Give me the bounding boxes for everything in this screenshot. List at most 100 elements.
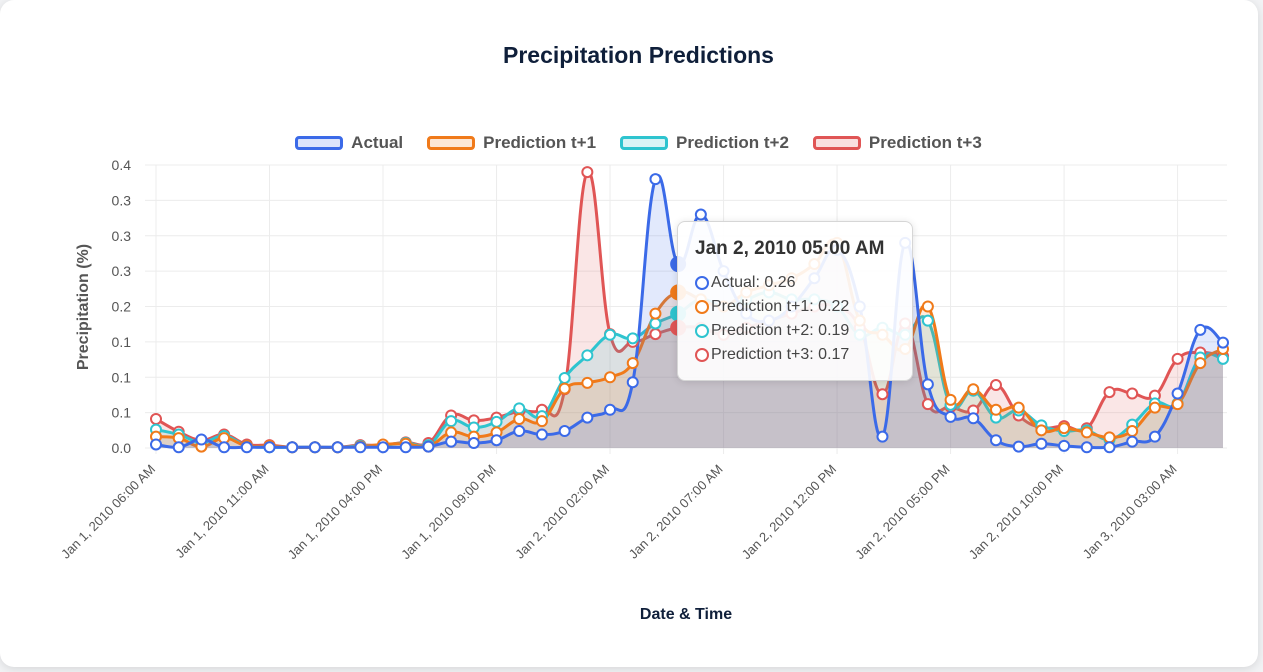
x-axis-label: Date & Time	[640, 606, 732, 623]
point-actual	[649, 173, 662, 186]
tooltip-dot-prediction-t3	[695, 348, 709, 362]
legend: Actual Prediction t+1 Prediction t+2 Pre…	[0, 133, 1263, 153]
tooltip-dot-actual	[695, 276, 709, 290]
tooltip-text: Prediction t+1: 0.22	[711, 298, 850, 315]
point-prediction-t2	[445, 415, 458, 428]
point-prediction-t2	[604, 328, 617, 341]
tooltip-text: Prediction t+3: 0.17	[711, 346, 850, 363]
point-prediction-t3	[921, 398, 934, 411]
point-actual	[399, 441, 412, 454]
point-actual	[989, 434, 1002, 447]
point-prediction-t3	[876, 388, 889, 401]
point-actual	[467, 437, 480, 450]
x-tick-label: Jan 2, 2010 10:00 PM	[966, 462, 1067, 563]
point-actual	[1035, 437, 1048, 450]
area-prediction-t3	[156, 171, 1223, 449]
point-actual	[967, 412, 980, 425]
tooltip-text: Actual: 0.26	[711, 274, 796, 291]
tooltip-row-prediction-t3: Prediction t+3: 0.17	[695, 343, 912, 367]
chart-title: Precipitation Predictions	[503, 42, 774, 68]
y-axis-label: Precipitation (%)	[75, 244, 92, 370]
point-actual	[944, 410, 957, 423]
point-actual	[240, 441, 253, 454]
legend-label: Actual	[351, 133, 404, 152]
point-actual	[604, 403, 617, 416]
point-prediction-t1	[1058, 422, 1071, 435]
point-prediction-t1	[1194, 357, 1207, 370]
point-prediction-t2	[649, 317, 662, 330]
point-actual	[694, 208, 707, 221]
point-actual	[1148, 430, 1161, 443]
tooltip-dot-prediction-t2	[695, 324, 709, 338]
point-prediction-t1	[1171, 398, 1184, 411]
y-tick-label: 0.3	[112, 228, 132, 244]
legend-item-prediction-t3[interactable]: Prediction t+3	[812, 133, 982, 153]
point-actual	[1058, 439, 1071, 452]
x-tick-label: Jan 2, 2010 07:00 AM	[626, 462, 726, 562]
point-actual	[1171, 387, 1184, 400]
point-prediction-t1	[1103, 431, 1116, 444]
x-tick-label: Jan 1, 2010 09:00 PM	[398, 462, 499, 563]
point-actual	[876, 430, 889, 443]
point-actual	[581, 411, 594, 424]
point-prediction-t1	[649, 307, 662, 320]
x-tick-label: Jan 3, 2010 03:00 AM	[1080, 462, 1180, 562]
point-prediction-t3	[581, 166, 594, 179]
x-tick-label: Jan 2, 2010 05:00 PM	[852, 462, 953, 563]
x-tick-label: Jan 1, 2010 11:00 AM	[172, 462, 271, 561]
legend-swatch-prediction-t2	[620, 136, 669, 150]
point-prediction-t3	[989, 379, 1002, 392]
legend-item-prediction-t2[interactable]: Prediction t+2	[620, 133, 789, 153]
legend-item-prediction-t1[interactable]: Prediction t+1	[427, 133, 596, 153]
tooltip-row-prediction-t1: Prediction t+1: 0.22	[695, 295, 912, 319]
tooltip-text: Prediction t+2: 0.19	[711, 322, 850, 339]
point-prediction-t3	[1126, 387, 1139, 400]
point-prediction-t2	[1217, 352, 1229, 365]
y-tick-label: 0.4	[112, 157, 132, 173]
legend-swatch-prediction-t1	[427, 136, 476, 150]
point-actual	[218, 441, 231, 454]
point-prediction-t1	[535, 415, 548, 428]
y-tick-label: 0.1	[112, 405, 132, 421]
point-prediction-t1	[921, 300, 934, 313]
point-actual	[921, 378, 934, 391]
point-actual	[535, 428, 548, 441]
point-prediction-t2	[513, 402, 526, 415]
point-prediction-t1	[581, 376, 594, 389]
point-prediction-t2	[921, 314, 934, 327]
chart-tooltip: Jan 2, 2010 05:00 AM Actual: 0.26 Predic…	[677, 221, 913, 381]
tooltip-dot-prediction-t1	[695, 300, 709, 314]
point-actual	[1103, 441, 1116, 454]
point-actual	[1126, 435, 1139, 448]
point-prediction-t2	[558, 371, 571, 384]
point-prediction-t1	[1012, 401, 1025, 414]
y-tick-label: 0.3	[112, 263, 132, 279]
point-prediction-t1	[513, 412, 526, 425]
point-actual	[445, 435, 458, 448]
point-actual	[558, 425, 571, 438]
y-tick-label: 0.3	[112, 192, 132, 208]
point-actual	[1012, 440, 1025, 453]
legend-label: Prediction t+1	[483, 133, 597, 152]
point-actual	[172, 441, 185, 454]
point-prediction-t1	[604, 371, 617, 384]
point-prediction-t1	[1035, 424, 1048, 437]
point-prediction-t1	[626, 357, 639, 370]
point-actual	[308, 441, 321, 454]
point-actual	[626, 376, 639, 389]
point-prediction-t1	[967, 383, 980, 396]
tooltip-title: Jan 2, 2010 05:00 AM	[695, 238, 885, 259]
point-actual	[195, 433, 208, 446]
point-prediction-t1	[1148, 401, 1161, 414]
x-tick-label: Jan 1, 2010 06:00 AM	[58, 462, 158, 562]
point-prediction-t2	[581, 349, 594, 362]
point-prediction-t1	[558, 382, 571, 395]
legend-label: Prediction t+2	[676, 133, 789, 152]
legend-swatch-actual	[295, 136, 344, 150]
legend-item-actual[interactable]: Actual	[295, 133, 403, 153]
point-actual	[150, 438, 162, 451]
point-actual	[1080, 441, 1093, 454]
point-prediction-t1	[1126, 425, 1139, 438]
y-tick-label: 0.1	[112, 334, 132, 350]
point-prediction-t3	[150, 412, 162, 425]
